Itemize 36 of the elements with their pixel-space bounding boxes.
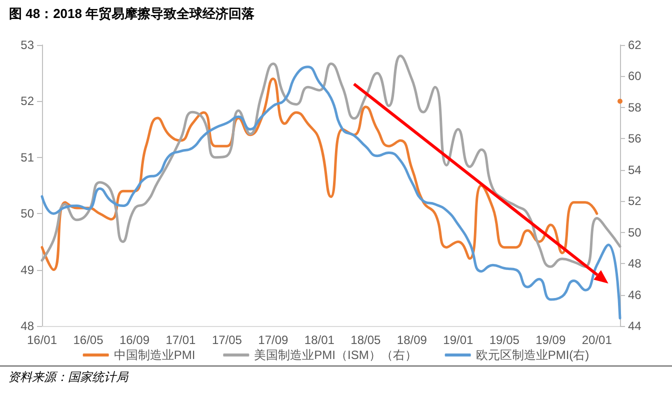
y-tick-label: 50 — [20, 206, 34, 221]
y2-tick-label: 50 — [628, 225, 642, 240]
line-series — [40, 66, 622, 320]
y2-tick-label: 62 — [628, 38, 642, 52]
x-tick-label: 16/05 — [73, 333, 104, 347]
y-tick-label: 53 — [20, 38, 34, 52]
y2-tick-label: 46 — [628, 288, 642, 302]
y2-tick-label: 58 — [628, 100, 642, 114]
y2-tick-label: 44 — [628, 319, 642, 333]
y2-tick-label: 54 — [628, 162, 642, 177]
y2-tick-label: 56 — [628, 132, 642, 146]
y-tick-label: 52 — [20, 94, 34, 108]
chart-title: 图 48：2018 年贸易摩擦导致全球经济回落 — [9, 6, 256, 21]
x-tick-label: 16/09 — [119, 333, 150, 347]
x-tick-label: 17/05 — [212, 333, 242, 347]
y2-tick-label: 52 — [628, 194, 642, 208]
x-tick-label: 18/05 — [350, 333, 382, 347]
y2-tick-label: 60 — [628, 69, 642, 84]
x-tick-label: 19/01 — [443, 333, 474, 347]
x-tick-label: 20/01 — [582, 333, 612, 347]
legend-label: 中国制造业PMI — [114, 348, 196, 362]
y2-tick-label: 48 — [628, 256, 642, 271]
legend-label: 美国制造业PMI（ISM）（右） — [254, 348, 417, 362]
x-tick-label: 19/09 — [536, 333, 566, 347]
x-tick-label: 17/09 — [258, 333, 289, 347]
x-tick-label: 17/01 — [166, 333, 196, 347]
x-tick-label: 19/05 — [489, 333, 520, 347]
text: 资料来源：国家统计局 — [8, 370, 129, 384]
x-tick-label: 16/01 — [26, 333, 58, 347]
line-series — [40, 54, 622, 268]
y-tick-label: 51 — [20, 150, 34, 164]
legend-label: 欧元区制造业PMI(右) — [476, 348, 590, 362]
y-tick-label: 48 — [20, 319, 34, 333]
x-tick-label: 18/01 — [304, 333, 335, 347]
x-tick-label: 18/09 — [396, 333, 428, 347]
y-tick-label: 49 — [20, 262, 34, 277]
